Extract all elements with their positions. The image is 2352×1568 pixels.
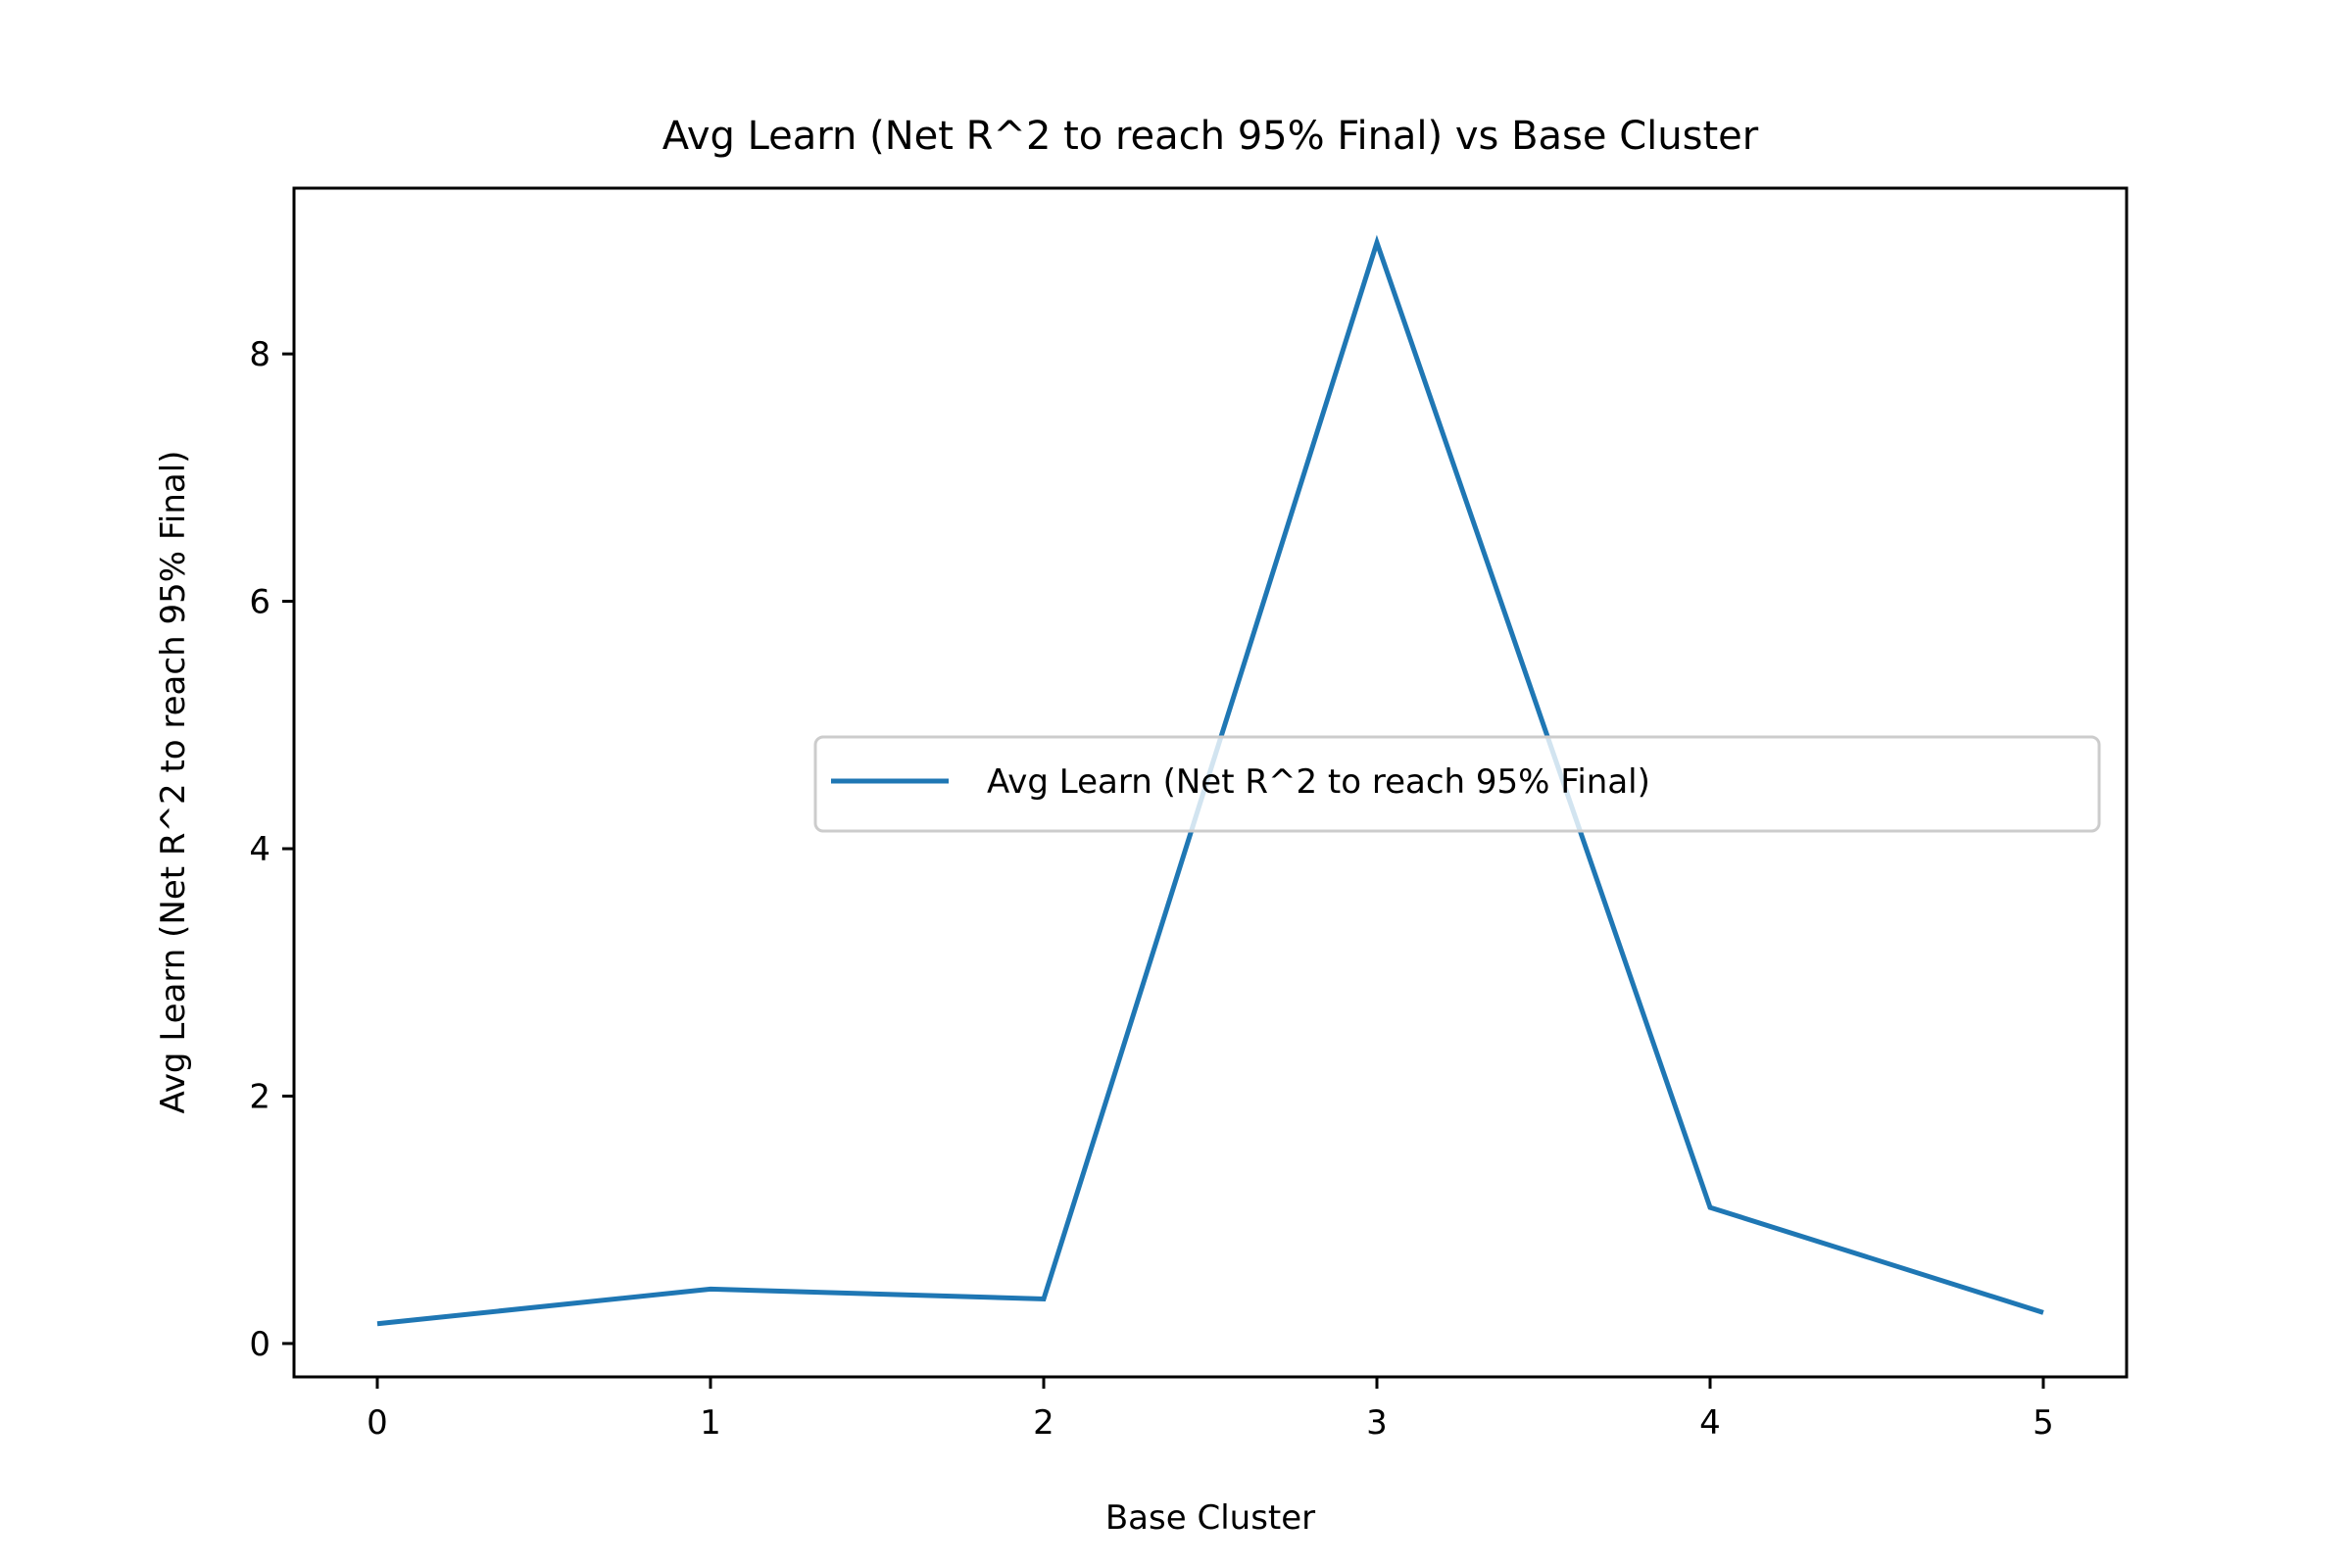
chart-title: Avg Learn (Net R^2 to reach 95% Final) v… <box>662 114 1759 159</box>
x-axis: 0 1 2 3 4 5 <box>367 1377 2054 1443</box>
x-tick-label: 5 <box>2033 1403 2054 1443</box>
legend-box <box>813 735 2101 833</box>
x-tick-label: 4 <box>1699 1403 1721 1443</box>
y-tick-label: 0 <box>249 1325 270 1364</box>
x-tick-label: 1 <box>700 1403 721 1443</box>
y-tick-label: 2 <box>249 1077 270 1116</box>
y-tick-label: 4 <box>249 830 270 869</box>
legend-label: Avg Learn (Net R^2 to reach 95% Final) <box>987 762 1650 802</box>
y-axis: 0 2 4 6 8 <box>249 335 294 1364</box>
x-tick-label: 2 <box>1033 1403 1054 1443</box>
x-axis-label: Base Cluster <box>1105 1498 1315 1538</box>
y-tick-label: 8 <box>249 335 270 374</box>
y-tick-label: 6 <box>249 583 270 622</box>
plot-frame <box>292 186 2129 1379</box>
y-axis-label: Avg Learn (Net R^2 to reach 95% Final) <box>154 451 193 1114</box>
legend: Avg Learn (Net R^2 to reach 95% Final) <box>813 735 2101 833</box>
x-tick-label: 0 <box>367 1403 388 1443</box>
x-tick-label: 3 <box>1366 1403 1388 1443</box>
